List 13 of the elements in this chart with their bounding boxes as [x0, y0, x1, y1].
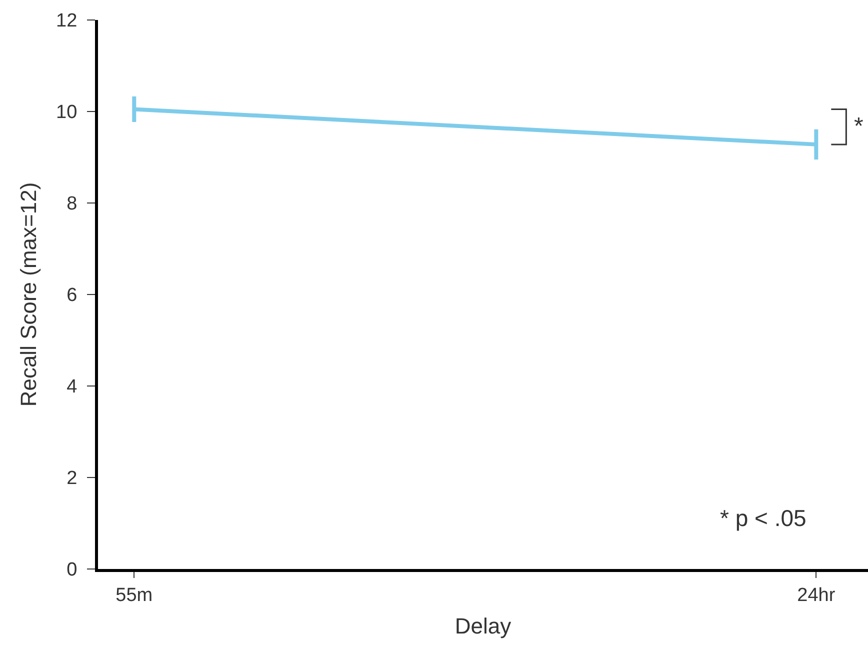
x-tick-label: 55m [116, 584, 153, 606]
y-axis-title: Recall Score (max=12) [16, 182, 41, 407]
y-tick-label: 4 [66, 376, 78, 398]
annotation: * p < .05 [720, 505, 806, 531]
annotation: * [854, 113, 864, 140]
x-axis-title: Delay [454, 614, 512, 639]
y-tick-label: 6 [66, 285, 78, 306]
y-tick-label: 8 [66, 194, 78, 215]
y-tick-label: 12 [56, 10, 78, 32]
y-tick-label: 10 [56, 102, 78, 124]
y-tick-label: 0 [66, 560, 78, 581]
y-tick-label: 2 [66, 468, 78, 490]
x-tick-label: 24hr [797, 584, 836, 606]
